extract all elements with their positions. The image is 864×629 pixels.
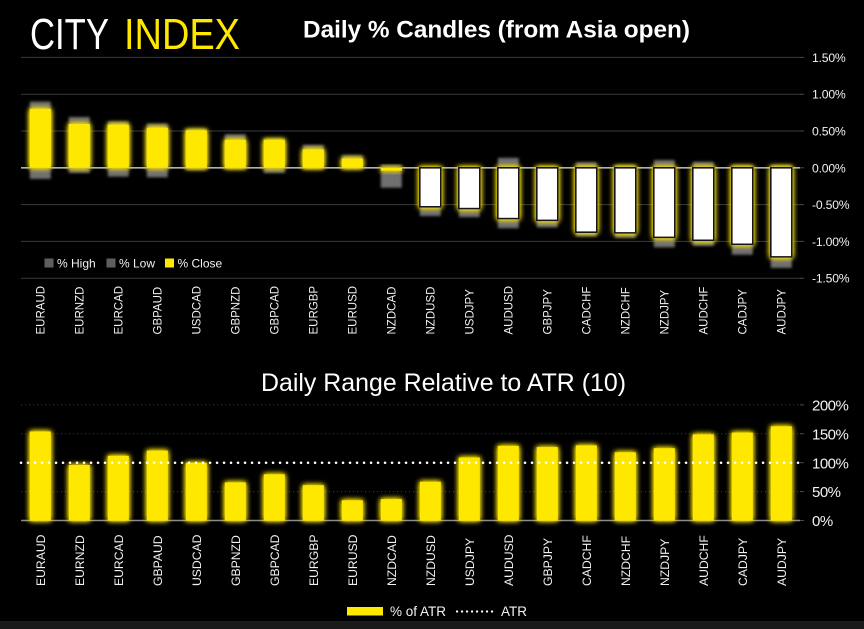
svg-text:0.50%: 0.50% bbox=[812, 125, 846, 139]
svg-text:NZDUSD: NZDUSD bbox=[426, 287, 438, 335]
svg-text:GBPCAD: GBPCAD bbox=[270, 286, 282, 335]
svg-text:0%: 0% bbox=[812, 513, 833, 530]
svg-text:EURCAD: EURCAD bbox=[112, 534, 126, 586]
svg-text:USDCAD: USDCAD bbox=[190, 534, 204, 586]
svg-text:-1.00%: -1.00% bbox=[812, 235, 850, 249]
svg-text:100%: 100% bbox=[812, 455, 849, 472]
svg-text:USDJPY: USDJPY bbox=[463, 538, 477, 586]
svg-text:% of ATR: % of ATR bbox=[390, 604, 446, 619]
svg-text:AUDJPY: AUDJPY bbox=[775, 538, 789, 586]
svg-text:CADJPY: CADJPY bbox=[736, 538, 750, 586]
svg-text:EURUSD: EURUSD bbox=[346, 534, 360, 586]
svg-text:-1.50%: -1.50% bbox=[812, 272, 850, 286]
svg-text:-0.50%: -0.50% bbox=[812, 198, 850, 212]
svg-text:EURUSD: EURUSD bbox=[348, 286, 360, 335]
svg-text:50%: 50% bbox=[812, 484, 841, 501]
svg-text:ATR: ATR bbox=[501, 604, 527, 619]
svg-text:EURNZD: EURNZD bbox=[75, 287, 87, 335]
svg-text:GBPJPY: GBPJPY bbox=[541, 538, 555, 586]
svg-text:0.00%: 0.00% bbox=[812, 161, 846, 175]
svg-text:AUDCHF: AUDCHF bbox=[697, 535, 711, 586]
svg-text:CITY: CITY bbox=[30, 10, 109, 59]
svg-text:INDEX: INDEX bbox=[124, 10, 240, 59]
svg-text:% Close: % Close bbox=[178, 257, 223, 271]
svg-text:GBPNZD: GBPNZD bbox=[229, 535, 243, 586]
svg-text:Daily % Candles (from Asia ope: Daily % Candles (from Asia open) bbox=[303, 17, 690, 44]
svg-text:200%: 200% bbox=[812, 398, 849, 415]
svg-text:USDJPY: USDJPY bbox=[465, 289, 477, 335]
svg-text:EURGBP: EURGBP bbox=[307, 535, 321, 586]
svg-text:GBPAUD: GBPAUD bbox=[151, 535, 165, 586]
svg-text:EURGBP: EURGBP bbox=[309, 286, 321, 335]
svg-text:EURAUD: EURAUD bbox=[34, 534, 48, 586]
svg-text:GBPCAD: GBPCAD bbox=[268, 534, 282, 586]
svg-text:EURCAD: EURCAD bbox=[114, 286, 126, 335]
svg-text:NZDCHF: NZDCHF bbox=[619, 536, 633, 586]
svg-text:AUDCHF: AUDCHF bbox=[699, 287, 711, 335]
svg-text:NZDCAD: NZDCAD bbox=[387, 287, 399, 335]
svg-text:GBPNZD: GBPNZD bbox=[231, 287, 243, 335]
svg-text:AUDJPY: AUDJPY bbox=[777, 289, 789, 335]
svg-text:1.50%: 1.50% bbox=[812, 51, 846, 65]
svg-text:150%: 150% bbox=[812, 426, 849, 443]
svg-text:% High: % High bbox=[57, 257, 96, 271]
svg-text:USDCAD: USDCAD bbox=[192, 286, 204, 335]
svg-text:GBPAUD: GBPAUD bbox=[153, 287, 165, 335]
svg-text:GBPJPY: GBPJPY bbox=[543, 289, 555, 335]
svg-text:EURAUD: EURAUD bbox=[36, 286, 48, 335]
svg-text:CADJPY: CADJPY bbox=[738, 289, 750, 335]
svg-text:NZDJPY: NZDJPY bbox=[660, 289, 672, 334]
svg-text:Daily Range Relative to ATR (1: Daily Range Relative to ATR (10) bbox=[261, 369, 626, 397]
svg-text:CADCHF: CADCHF bbox=[582, 287, 594, 335]
svg-text:NZDUSD: NZDUSD bbox=[424, 535, 438, 586]
svg-text:EURNZD: EURNZD bbox=[73, 535, 87, 586]
svg-text:AUDUSD: AUDUSD bbox=[502, 534, 516, 586]
svg-text:AUDUSD: AUDUSD bbox=[504, 286, 516, 335]
svg-text:1.00%: 1.00% bbox=[812, 88, 846, 102]
svg-text:NZDCHF: NZDCHF bbox=[621, 287, 633, 334]
svg-text:NZDJPY: NZDJPY bbox=[658, 539, 672, 586]
svg-text:CADCHF: CADCHF bbox=[580, 535, 594, 586]
svg-text:% Low: % Low bbox=[119, 257, 155, 271]
svg-text:NZDCAD: NZDCAD bbox=[385, 535, 399, 586]
